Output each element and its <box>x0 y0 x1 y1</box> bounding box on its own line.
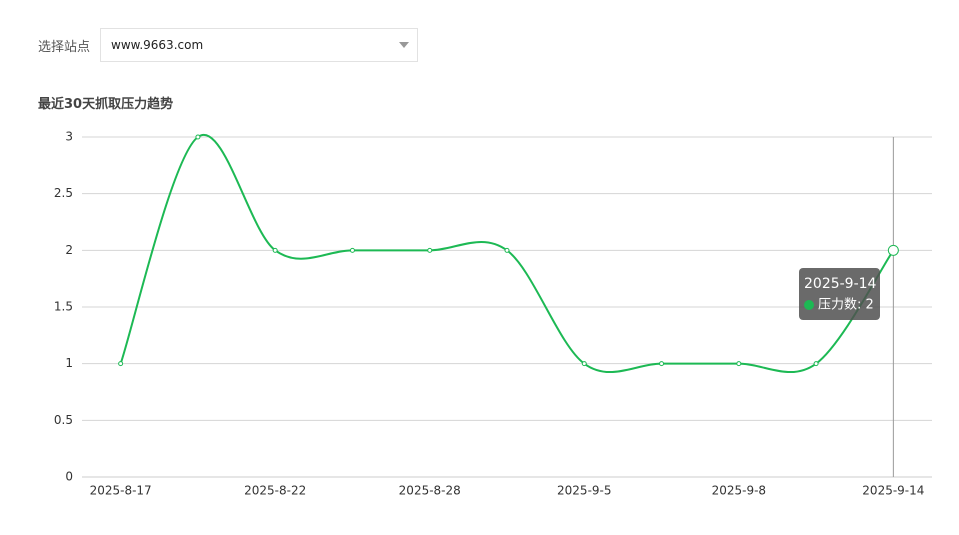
chart-title: 最近30天抓取压力趋势 <box>38 97 174 112</box>
x-tick-label: 2025-8-28 <box>399 484 461 498</box>
data-point <box>659 361 665 367</box>
y-tick-label: 0.5 <box>54 413 73 427</box>
y-tick-label: 1 <box>65 356 73 370</box>
y-tick-label: 2.5 <box>54 186 73 200</box>
y-tick-label: 1.5 <box>54 300 73 314</box>
y-tick-label: 2 <box>65 243 73 257</box>
tooltip-title: 2025-9-14 <box>804 276 877 292</box>
tooltip-dot <box>804 300 814 310</box>
select-value: www.9663.com <box>111 38 204 52</box>
data-point <box>887 244 899 256</box>
x-tick-label: 2025-9-14 <box>862 484 924 498</box>
tooltip-text: 压力数: 2 <box>818 298 874 313</box>
tooltip-box <box>799 268 880 320</box>
data-point <box>813 361 819 367</box>
data-point <box>504 247 510 253</box>
data-point <box>349 247 355 253</box>
data-point <box>272 247 278 253</box>
data-point <box>427 247 433 253</box>
data-point <box>118 361 124 367</box>
y-tick-label: 0 <box>65 470 73 484</box>
x-tick-label: 2025-8-17 <box>90 484 152 498</box>
tooltip: 2025-9-14 压力数: 2 <box>799 268 880 320</box>
x-tick-label: 2025-9-8 <box>712 484 766 498</box>
data-point <box>581 361 587 367</box>
filter-label: 选择站点 <box>38 40 91 55</box>
series-line <box>119 133 895 373</box>
y-tick-label: 3 <box>65 130 73 144</box>
data-point <box>195 134 201 140</box>
data-point <box>736 361 742 367</box>
x-tick-label: 2025-9-5 <box>557 484 611 498</box>
x-tick-label: 2025-8-22 <box>244 484 306 498</box>
site-select[interactable]: www.9663.com <box>100 28 418 62</box>
dropdown-arrow[interactable] <box>399 42 409 48</box>
